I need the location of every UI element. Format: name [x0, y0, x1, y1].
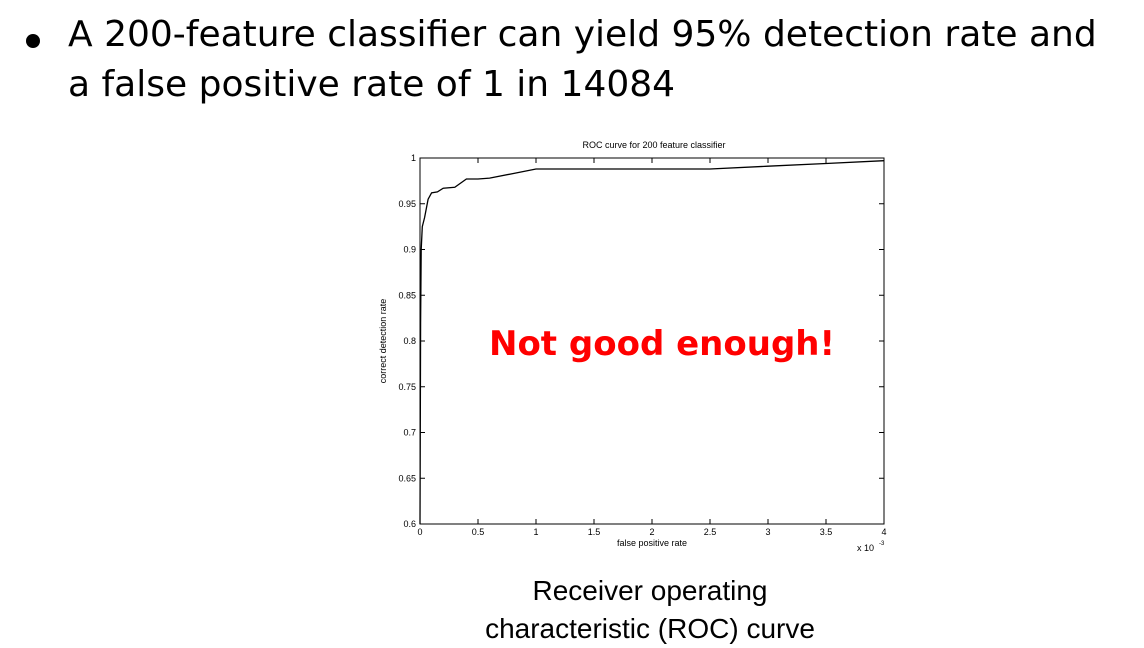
x-axis-label: false positive rate [617, 538, 687, 548]
bullet-text: A 200-feature classifier can yield 95% d… [68, 14, 1097, 105]
y-tick-label: 0.95 [398, 199, 416, 209]
x-tick-label: 1.5 [588, 527, 601, 537]
x-tick-label: 0 [417, 527, 422, 537]
x-tick-label: 4 [881, 527, 886, 537]
x-tick-label: 3 [765, 527, 770, 537]
bullet-point: A 200-feature classifier can yield 95% d… [26, 10, 1126, 110]
bullet-dot-icon [26, 34, 40, 48]
x-tick-label: 2.5 [704, 527, 717, 537]
y-tick-label: 0.6 [403, 519, 416, 529]
y-tick-label: 0.85 [398, 290, 416, 300]
y-tick-label: 0.8 [403, 336, 416, 346]
y-tick-label: 0.9 [403, 245, 416, 255]
y-tick-label: 1 [411, 153, 416, 163]
roc-series-line [419, 160, 885, 525]
x-tick-label: 0.5 [472, 527, 485, 537]
caption-line-2: characteristic (ROC) curve [485, 613, 815, 644]
x-tick-label: 1 [533, 527, 538, 537]
y-axis-label: correct detection rate [378, 299, 388, 384]
figure-caption: Receiver operating characteristic (ROC) … [440, 572, 860, 648]
x-tick-label: 3.5 [820, 527, 833, 537]
x-scale-label: x 10 [857, 543, 874, 553]
chart-title: ROC curve for 200 feature classifier [582, 140, 725, 150]
y-tick-label: 0.7 [403, 428, 416, 438]
y-tick-label: 0.65 [398, 473, 416, 483]
y-tick-label: 0.75 [398, 382, 416, 392]
annotation-not-good-enough: Not good enough! [489, 324, 835, 364]
caption-line-1: Receiver operating [532, 575, 768, 606]
x-tick-label: 2 [649, 527, 654, 537]
x-scale-exponent: -3 [879, 541, 885, 547]
